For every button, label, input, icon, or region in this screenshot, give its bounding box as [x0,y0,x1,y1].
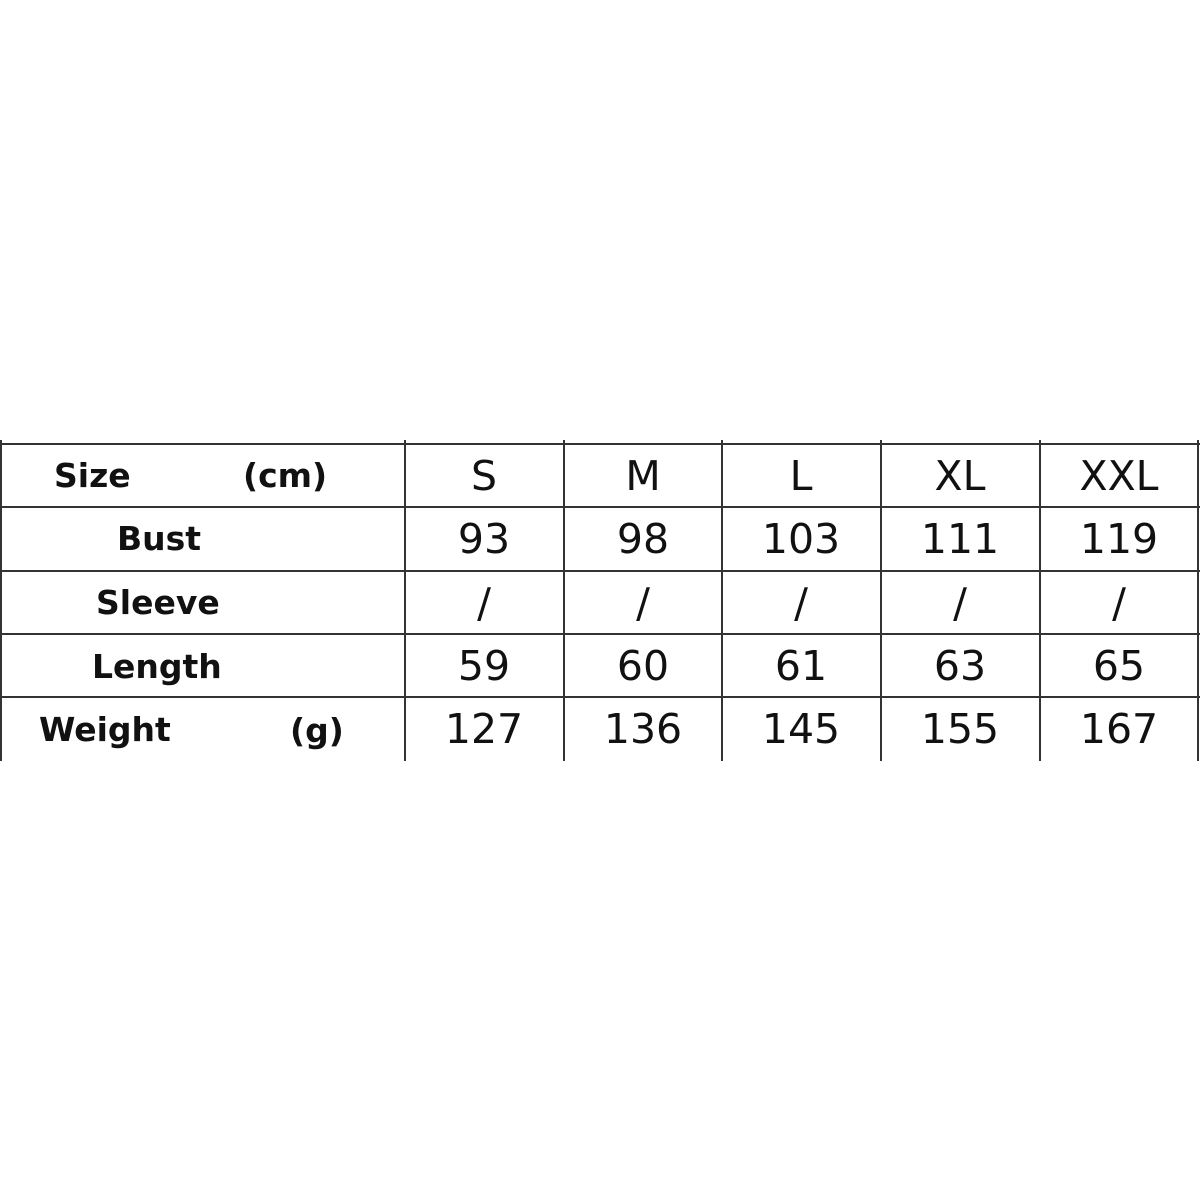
table-cell: 63 [933,642,987,690]
table-cell: 111 [920,515,1000,563]
table-cell: 145 [761,705,841,753]
table-cell: 61 [774,642,828,690]
column-divider [1197,440,1199,761]
column-divider [880,440,882,761]
row-divider [0,570,1200,572]
table-cell: 119 [1079,515,1159,563]
row-label-sleeve: Sleeve [96,583,220,622]
row-unit-weight: (g) [290,711,344,750]
table-cell: / [636,579,650,627]
size-m: M [625,452,661,500]
table-cell: 59 [457,642,511,690]
row-divider [0,443,1200,445]
table-cell: 60 [616,642,670,690]
table-cell: 127 [444,705,524,753]
table-cell: / [794,579,808,627]
size-xxl: XXL [1079,452,1159,500]
row-label-length: Length [92,647,222,686]
column-divider [0,440,2,761]
table-cell: / [477,579,491,627]
size-l: L [789,452,813,500]
row-divider [0,633,1200,635]
size-s: S [470,452,498,500]
column-divider [1039,440,1041,761]
column-divider [563,440,565,761]
table-cell: 98 [616,515,670,563]
table-cell: 93 [457,515,511,563]
header-unit-label: (cm) [243,456,328,495]
table-cell: 65 [1092,642,1146,690]
table-cell: / [1112,579,1126,627]
table-cell: / [953,579,967,627]
column-divider [721,440,723,761]
row-divider [0,506,1200,508]
table-cell: 103 [761,515,841,563]
header-size-label: Size [54,456,131,495]
row-label-bust: Bust [117,519,202,558]
table-cell: 155 [920,705,1000,753]
row-label-weight: Weight [39,710,171,749]
row-divider [0,696,1200,698]
column-divider [404,440,406,761]
table-cell: 167 [1079,705,1159,753]
table-cell: 136 [603,705,683,753]
size-xl: XL [934,452,986,500]
